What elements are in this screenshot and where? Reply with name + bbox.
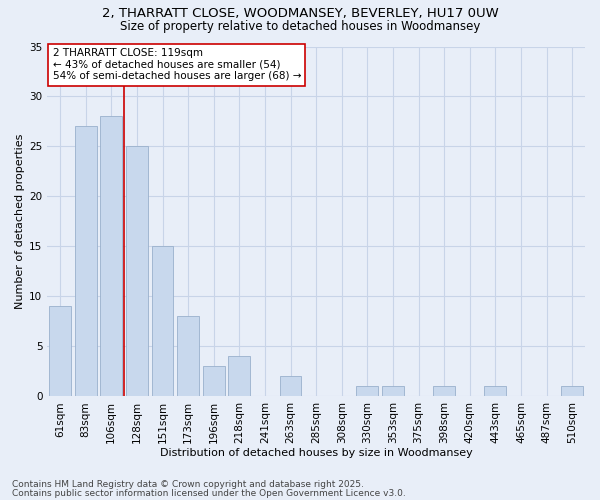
- Bar: [356, 386, 378, 396]
- Bar: [562, 386, 583, 396]
- Text: Contains public sector information licensed under the Open Government Licence v3: Contains public sector information licen…: [12, 489, 406, 498]
- Bar: [382, 386, 404, 396]
- Bar: [126, 146, 148, 396]
- Bar: [152, 246, 173, 396]
- Bar: [100, 116, 122, 396]
- Bar: [280, 376, 301, 396]
- Bar: [75, 126, 97, 396]
- Text: 2 THARRATT CLOSE: 119sqm
← 43% of detached houses are smaller (54)
54% of semi-d: 2 THARRATT CLOSE: 119sqm ← 43% of detach…: [53, 48, 301, 82]
- Bar: [229, 356, 250, 397]
- Bar: [49, 306, 71, 396]
- Bar: [177, 316, 199, 396]
- X-axis label: Distribution of detached houses by size in Woodmansey: Distribution of detached houses by size …: [160, 448, 473, 458]
- Text: Size of property relative to detached houses in Woodmansey: Size of property relative to detached ho…: [120, 20, 480, 33]
- Text: 2, THARRATT CLOSE, WOODMANSEY, BEVERLEY, HU17 0UW: 2, THARRATT CLOSE, WOODMANSEY, BEVERLEY,…: [101, 8, 499, 20]
- Y-axis label: Number of detached properties: Number of detached properties: [15, 134, 25, 309]
- Text: Contains HM Land Registry data © Crown copyright and database right 2025.: Contains HM Land Registry data © Crown c…: [12, 480, 364, 489]
- Bar: [203, 366, 224, 396]
- Bar: [484, 386, 506, 396]
- Bar: [433, 386, 455, 396]
